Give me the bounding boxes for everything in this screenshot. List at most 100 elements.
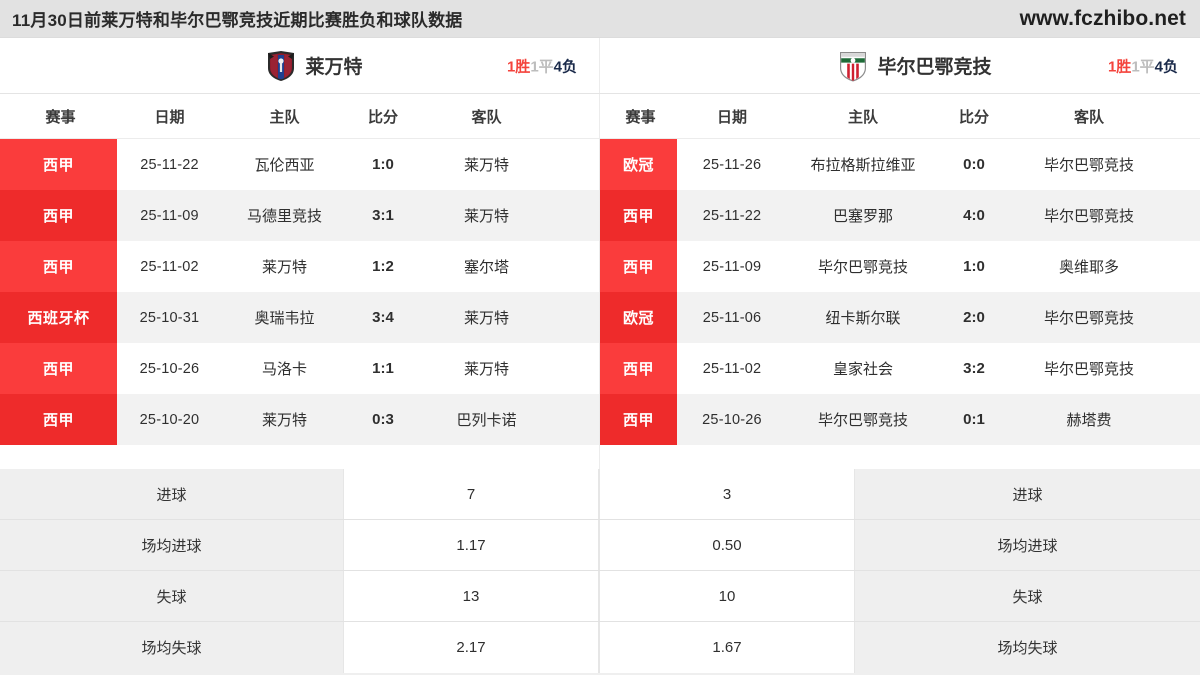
home-team-cell[interactable]: 纽卡斯尔联 <box>825 310 901 327</box>
away-team-cell[interactable]: 毕尔巴鄂竞技 <box>1043 361 1134 378</box>
team-header-right: 毕尔巴鄂竞技 1胜1平4负 <box>600 38 1200 93</box>
league-cell[interactable]: 西甲 <box>0 139 117 190</box>
home-team-cell[interactable]: 毕尔巴鄂竞技 <box>817 412 908 429</box>
score-cell[interactable]: 4:0 <box>963 207 985 224</box>
column-header-home: 主队 <box>269 108 300 126</box>
stat-label-left: 场均进球 <box>0 520 343 570</box>
team-header-row: 莱万特 1胜1平4负 毕尔巴鄂竞技 <box>0 38 1200 94</box>
record-badge-right: 1胜1平4负 <box>1108 55 1178 76</box>
team-identity-left[interactable]: 莱万特 <box>236 50 363 82</box>
table-row[interactable]: 西甲 25-10-20 莱万特 0:3 巴列卡诺 <box>0 394 599 445</box>
away-team-cell[interactable]: 巴列卡诺 <box>456 412 517 429</box>
league-badge: 西甲 <box>600 241 677 292</box>
score-cell[interactable]: 1:0 <box>372 156 394 173</box>
score-cell[interactable]: 1:1 <box>372 360 394 377</box>
record-wins-left: 1胜 <box>506 58 531 75</box>
home-team-cell[interactable]: 布拉格斯拉维亚 <box>810 157 916 174</box>
title-bar: 11月30日前莱万特和毕尔巴鄂竞技近期比赛胜负和球队数据 www.fczhibo… <box>0 0 1200 38</box>
table-row[interactable]: 西甲 25-10-26 毕尔巴鄂竞技 0:1 赫塔费 <box>600 394 1200 445</box>
stat-row: 场均失球 2.17 1.67 场均失球 <box>0 622 1200 673</box>
score-cell[interactable]: 0:1 <box>963 411 985 428</box>
home-team-cell[interactable]: 巴塞罗那 <box>832 208 893 225</box>
athletic-bilbao-crest-icon <box>838 50 868 82</box>
record-badge-left: 1胜1平4负 <box>507 55 577 76</box>
score-cell[interactable]: 2:0 <box>963 309 985 326</box>
table-row[interactable]: 西甲 25-11-02 皇家社会 3:2 毕尔巴鄂竞技 <box>600 343 1200 394</box>
stat-value-right: 1.67 <box>599 622 855 673</box>
league-cell[interactable]: 欧冠 <box>600 139 677 190</box>
away-team-cell[interactable]: 赫塔费 <box>1066 412 1112 429</box>
away-team-cell[interactable]: 毕尔巴鄂竞技 <box>1043 208 1134 225</box>
away-team-cell[interactable]: 莱万特 <box>463 208 509 225</box>
record-losses-right: 4负 <box>1154 58 1178 75</box>
home-team-cell[interactable]: 莱万特 <box>261 412 307 429</box>
home-team-cell[interactable]: 马洛卡 <box>261 361 307 378</box>
stat-value-right: 0.50 <box>599 520 855 570</box>
score-cell[interactable]: 0:0 <box>963 156 985 173</box>
league-cell[interactable]: 西甲 <box>0 343 117 394</box>
stat-label-left: 进球 <box>0 469 343 519</box>
home-team-cell[interactable]: 奥瑞韦拉 <box>254 310 315 327</box>
date-cell: 25-11-02 <box>702 360 762 377</box>
away-team-cell[interactable]: 毕尔巴鄂竞技 <box>1043 157 1134 174</box>
date-cell: 25-11-22 <box>702 207 762 224</box>
team-identity-right[interactable]: 毕尔巴鄂竞技 <box>808 50 992 82</box>
stat-row: 进球 7 3 进球 <box>0 469 1200 520</box>
stat-value-right: 3 <box>599 469 855 519</box>
league-cell[interactable]: 西甲 <box>0 394 117 445</box>
score-cell[interactable]: 3:1 <box>372 207 394 224</box>
team-header-left: 莱万特 1胜1平4负 <box>0 38 600 93</box>
stat-row: 失球 13 10 失球 <box>0 571 1200 622</box>
table-row[interactable]: 欧冠 25-11-26 布拉格斯拉维亚 0:0 毕尔巴鄂竞技 <box>600 139 1200 190</box>
stat-value-left: 2.17 <box>343 622 599 673</box>
date-cell: 25-11-06 <box>702 309 762 326</box>
league-cell[interactable]: 欧冠 <box>600 292 677 343</box>
league-cell[interactable]: 西甲 <box>600 394 677 445</box>
table-row[interactable]: 西甲 25-11-09 马德里竞技 3:1 莱万特 <box>0 190 599 241</box>
record-wins-right: 1胜 <box>1107 58 1132 75</box>
home-team-cell[interactable]: 毕尔巴鄂竞技 <box>817 259 908 276</box>
home-team-cell[interactable]: 瓦伦西亚 <box>254 157 315 174</box>
home-team-cell[interactable]: 莱万特 <box>261 259 307 276</box>
score-cell[interactable]: 1:0 <box>963 258 985 275</box>
away-team-cell[interactable]: 毕尔巴鄂竞技 <box>1043 310 1134 327</box>
away-team-cell[interactable]: 塞尔塔 <box>463 259 509 276</box>
column-header-score: 比分 <box>958 108 989 126</box>
home-team-cell[interactable]: 皇家社会 <box>832 361 893 378</box>
score-cell[interactable]: 3:2 <box>963 360 985 377</box>
home-team-cell[interactable]: 马德里竞技 <box>246 208 322 225</box>
league-cell[interactable]: 西甲 <box>0 190 117 241</box>
away-team-cell[interactable]: 奥维耶多 <box>1058 259 1119 276</box>
league-cell[interactable]: 西班牙杯 <box>0 292 117 343</box>
league-cell[interactable]: 西甲 <box>600 343 677 394</box>
table-row[interactable]: 西甲 25-10-26 马洛卡 1:1 莱万特 <box>0 343 599 394</box>
score-cell[interactable]: 0:3 <box>372 411 394 428</box>
match-table-right: 赛事 日期 主队 比分 客队 欧冠 25-11-26 布拉格斯拉维亚 0:0 毕… <box>600 94 1200 469</box>
league-cell[interactable]: 西甲 <box>0 241 117 292</box>
stat-label-right: 场均进球 <box>855 520 1200 570</box>
date-cell: 25-11-26 <box>702 156 762 173</box>
league-cell[interactable]: 西甲 <box>600 241 677 292</box>
table-row[interactable]: 欧冠 25-11-06 纽卡斯尔联 2:0 毕尔巴鄂竞技 <box>600 292 1200 343</box>
table-row[interactable]: 西班牙杯 25-10-31 奥瑞韦拉 3:4 莱万特 <box>0 292 599 343</box>
table-row[interactable]: 西甲 25-11-02 莱万特 1:2 塞尔塔 <box>0 241 599 292</box>
table-row[interactable]: 西甲 25-11-09 毕尔巴鄂竞技 1:0 奥维耶多 <box>600 241 1200 292</box>
table-row[interactable]: 西甲 25-11-22 瓦伦西亚 1:0 莱万特 <box>0 139 599 190</box>
away-team-cell[interactable]: 莱万特 <box>463 361 509 378</box>
column-header-date: 日期 <box>154 108 185 126</box>
away-team-cell[interactable]: 莱万特 <box>463 157 509 174</box>
date-cell: 25-10-26 <box>139 360 200 377</box>
record-draws-right: 1平 <box>1131 58 1155 75</box>
table-row[interactable]: 西甲 25-11-22 巴塞罗那 4:0 毕尔巴鄂竞技 <box>600 190 1200 241</box>
column-header-league: 赛事 <box>625 108 656 126</box>
league-badge: 西甲 <box>0 343 117 394</box>
league-cell[interactable]: 西甲 <box>600 190 677 241</box>
league-badge: 欧冠 <box>600 292 677 343</box>
league-badge: 西甲 <box>0 394 117 445</box>
match-table-left: 赛事 日期 主队 比分 客队 西甲 25-11-22 瓦伦西亚 1:0 莱万特 … <box>0 94 600 469</box>
score-cell[interactable]: 3:4 <box>372 309 394 326</box>
away-team-cell[interactable]: 莱万特 <box>463 310 509 327</box>
date-cell: 25-10-26 <box>702 411 762 428</box>
score-cell[interactable]: 1:2 <box>372 258 394 275</box>
stat-label-left: 场均失球 <box>0 622 343 673</box>
